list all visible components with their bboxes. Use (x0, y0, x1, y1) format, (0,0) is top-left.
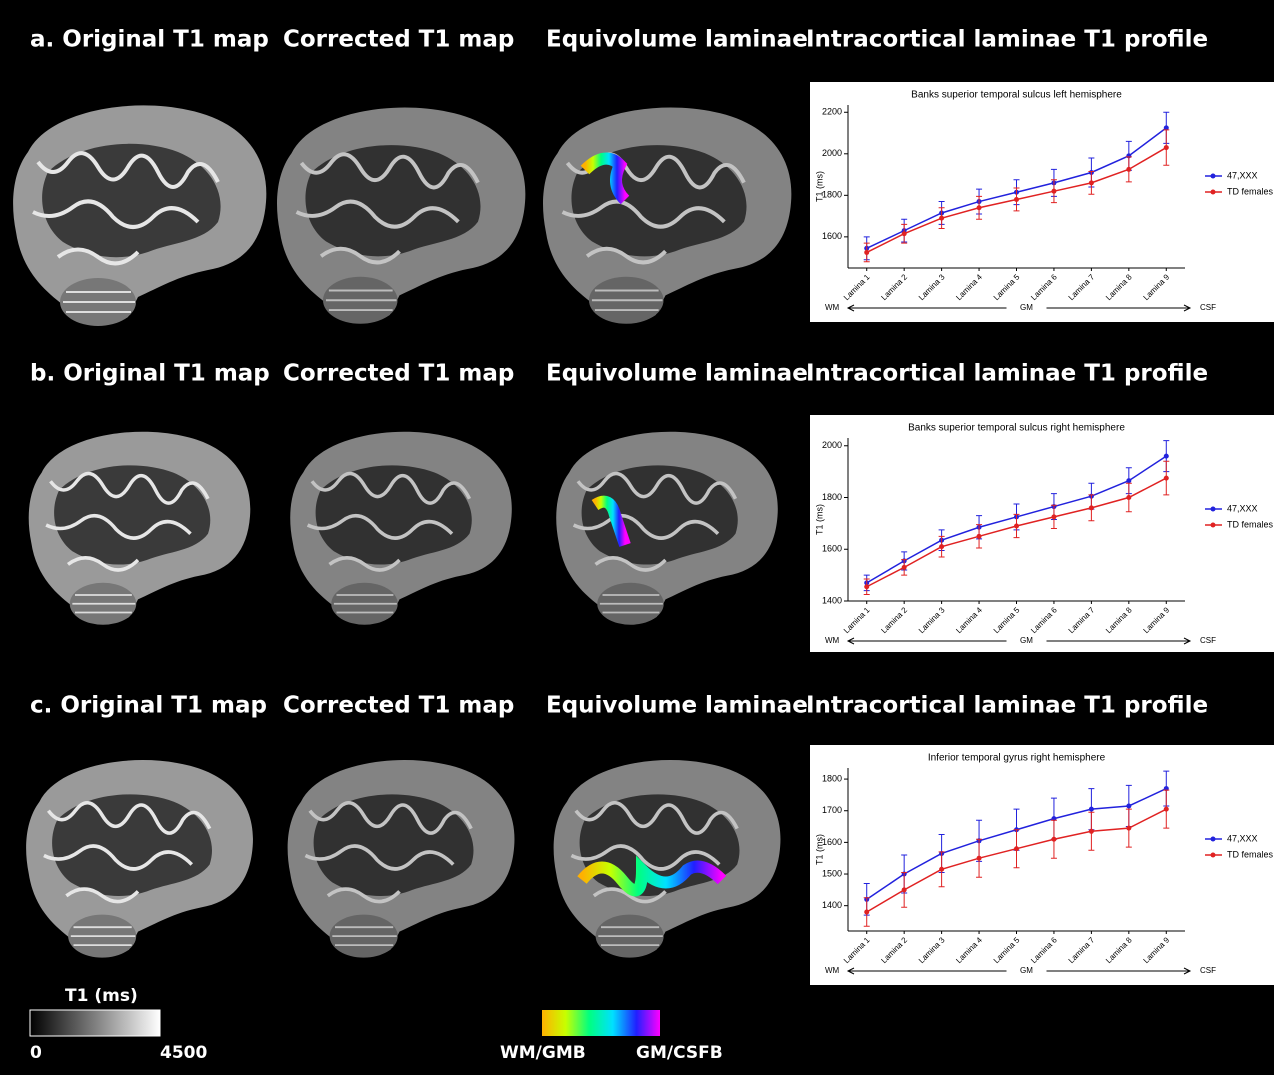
y-tick-label: 1700 (822, 805, 842, 815)
data-point (1126, 495, 1131, 500)
y-axis-label: T1 (ms) (814, 504, 824, 535)
laminae-colorbar (542, 1010, 660, 1036)
y-tick-label: 1600 (822, 837, 842, 847)
t1-colorbar (30, 1010, 160, 1036)
panel-header: b. Original T1 map (30, 361, 270, 387)
colorbar-max: GM/CSFB (636, 1043, 723, 1063)
data-point (1089, 505, 1094, 510)
legend-label: 47,XXX (1227, 170, 1258, 180)
panel-header: Intracortical laminae T1 profile (806, 693, 1208, 719)
data-point (902, 565, 907, 570)
y-tick-label: 2200 (822, 107, 842, 117)
data-point (1051, 837, 1056, 842)
data-point (977, 534, 982, 539)
x-annotation: CSF (1200, 966, 1216, 975)
data-point (864, 910, 869, 915)
panel-header: Intracortical laminae T1 profile (806, 27, 1208, 53)
data-point (1089, 829, 1094, 834)
legend-marker (1211, 174, 1216, 179)
data-point (1164, 145, 1169, 150)
legend-marker (1211, 853, 1216, 858)
panel-header: Equivolume laminae (546, 693, 808, 719)
y-tick-label: 2000 (822, 440, 842, 450)
legend-label: TD females (1227, 849, 1274, 859)
chart-title: Inferior temporal gyrus right hemisphere (928, 753, 1106, 764)
data-point (1126, 478, 1131, 483)
y-tick-label: 1600 (822, 231, 842, 241)
y-tick-label: 1500 (822, 868, 842, 878)
x-annotation: GM (1020, 303, 1033, 312)
x-annotation: CSF (1200, 636, 1216, 645)
panel-header: Intracortical laminae T1 profile (806, 361, 1208, 387)
data-point (1164, 454, 1169, 459)
panel-header: Equivolume laminae (546, 361, 808, 387)
y-tick-label: 2000 (822, 148, 842, 158)
colorbar-max: 4500 (160, 1043, 207, 1063)
data-point (939, 867, 944, 872)
y-tick-label: 1800 (822, 492, 842, 502)
data-point (1051, 514, 1056, 519)
colorbar-min: WM/GMB (500, 1043, 586, 1063)
data-point (939, 216, 944, 221)
data-point (1089, 180, 1094, 185)
y-tick-label: 1800 (822, 773, 842, 783)
legend-label: TD females (1227, 186, 1274, 196)
x-annotation: WM (825, 303, 840, 312)
colorbar-min: 0 (30, 1043, 42, 1063)
y-tick-label: 1400 (822, 900, 842, 910)
legend-label: 47,XXX (1227, 503, 1258, 513)
data-point (1126, 167, 1131, 172)
data-point (977, 205, 982, 210)
legend-marker (1211, 507, 1216, 512)
data-point (864, 250, 869, 255)
legend-label: 47,XXX (1227, 833, 1258, 843)
y-tick-label: 1600 (822, 544, 842, 554)
data-point (902, 887, 907, 892)
x-annotation: WM (825, 636, 840, 645)
x-annotation: WM (825, 966, 840, 975)
chart-title: Banks superior temporal sulcus right hem… (908, 423, 1125, 434)
x-annotation: CSF (1200, 303, 1216, 312)
panel-header: Corrected T1 map (283, 27, 514, 53)
data-point (939, 544, 944, 549)
panel-header: c. Original T1 map (30, 693, 267, 719)
colorbar-title: T1 (ms) (65, 986, 138, 1006)
brain-images (13, 105, 791, 957)
panel-header: Corrected T1 map (283, 361, 514, 387)
x-annotation: GM (1020, 636, 1033, 645)
chart-title: Banks superior temporal sulcus left hemi… (911, 90, 1122, 101)
legend-label: TD females (1227, 519, 1274, 529)
data-point (1014, 523, 1019, 528)
data-point (1014, 846, 1019, 851)
panel-header: Equivolume laminae (546, 27, 808, 53)
data-point (902, 231, 907, 236)
x-annotation: GM (1020, 966, 1033, 975)
data-point (1164, 807, 1169, 812)
data-point (1164, 476, 1169, 481)
y-tick-label: 1800 (822, 190, 842, 200)
data-point (1051, 189, 1056, 194)
legend-marker (1211, 837, 1216, 842)
legend-marker (1211, 523, 1216, 528)
y-tick-label: 1400 (822, 595, 842, 605)
data-point (1126, 803, 1131, 808)
panel-header: a. Original T1 map (30, 27, 269, 53)
legend-marker (1211, 190, 1216, 195)
data-point (1089, 807, 1094, 812)
data-point (1126, 826, 1131, 831)
data-point (977, 856, 982, 861)
panel-header: Corrected T1 map (283, 693, 514, 719)
data-point (864, 584, 869, 589)
data-point (1014, 197, 1019, 202)
figure: T1 (ms) 0 4500 WM/GMB GM/CSFB a. Origina… (0, 0, 1274, 1075)
